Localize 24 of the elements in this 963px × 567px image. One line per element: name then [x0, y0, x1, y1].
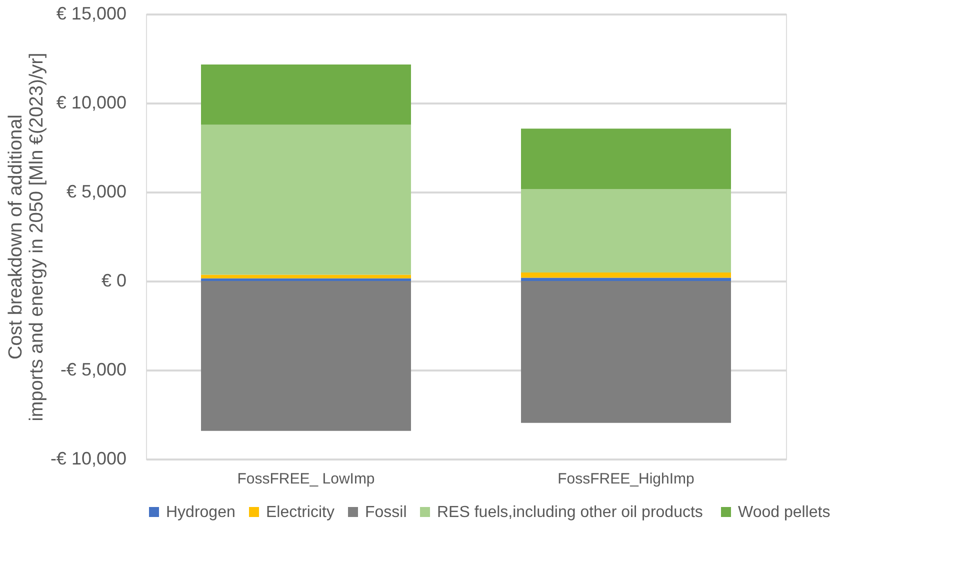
bar — [521, 278, 731, 281]
bar — [521, 128, 731, 189]
y-tick-label: -€ 10,000 — [50, 448, 126, 468]
legend-label: Wood pellets — [738, 504, 830, 521]
bar — [521, 188, 731, 272]
bar — [521, 272, 731, 278]
bar — [201, 278, 411, 281]
legend-label: Electricity — [266, 504, 334, 521]
x-tick-label: FossFREE_ LowImp — [237, 470, 375, 488]
y-tick-label: € 10,000 — [56, 92, 126, 112]
bar — [521, 281, 731, 423]
legend-label: Hydrogen — [166, 504, 236, 521]
bar — [201, 281, 411, 431]
bar — [201, 64, 411, 125]
y-tick-label: € 5,000 — [66, 182, 126, 202]
y-axis-title: Cost breakdown of additional imports and energy in 2050 [Mln €(2023)/yr] — [5, 52, 48, 422]
bar — [201, 274, 411, 278]
legend-label: Fossil — [365, 504, 407, 521]
y-tick-label: € 15,000 — [56, 4, 126, 24]
y-tick-label: -€ 5,000 — [60, 360, 126, 380]
y-tick-label: € 0 — [101, 270, 126, 290]
x-tick-label: FossFREE_HighImp — [558, 470, 694, 488]
bar — [201, 124, 411, 275]
legend-label: RES fuels,including other oil products — [437, 504, 703, 521]
